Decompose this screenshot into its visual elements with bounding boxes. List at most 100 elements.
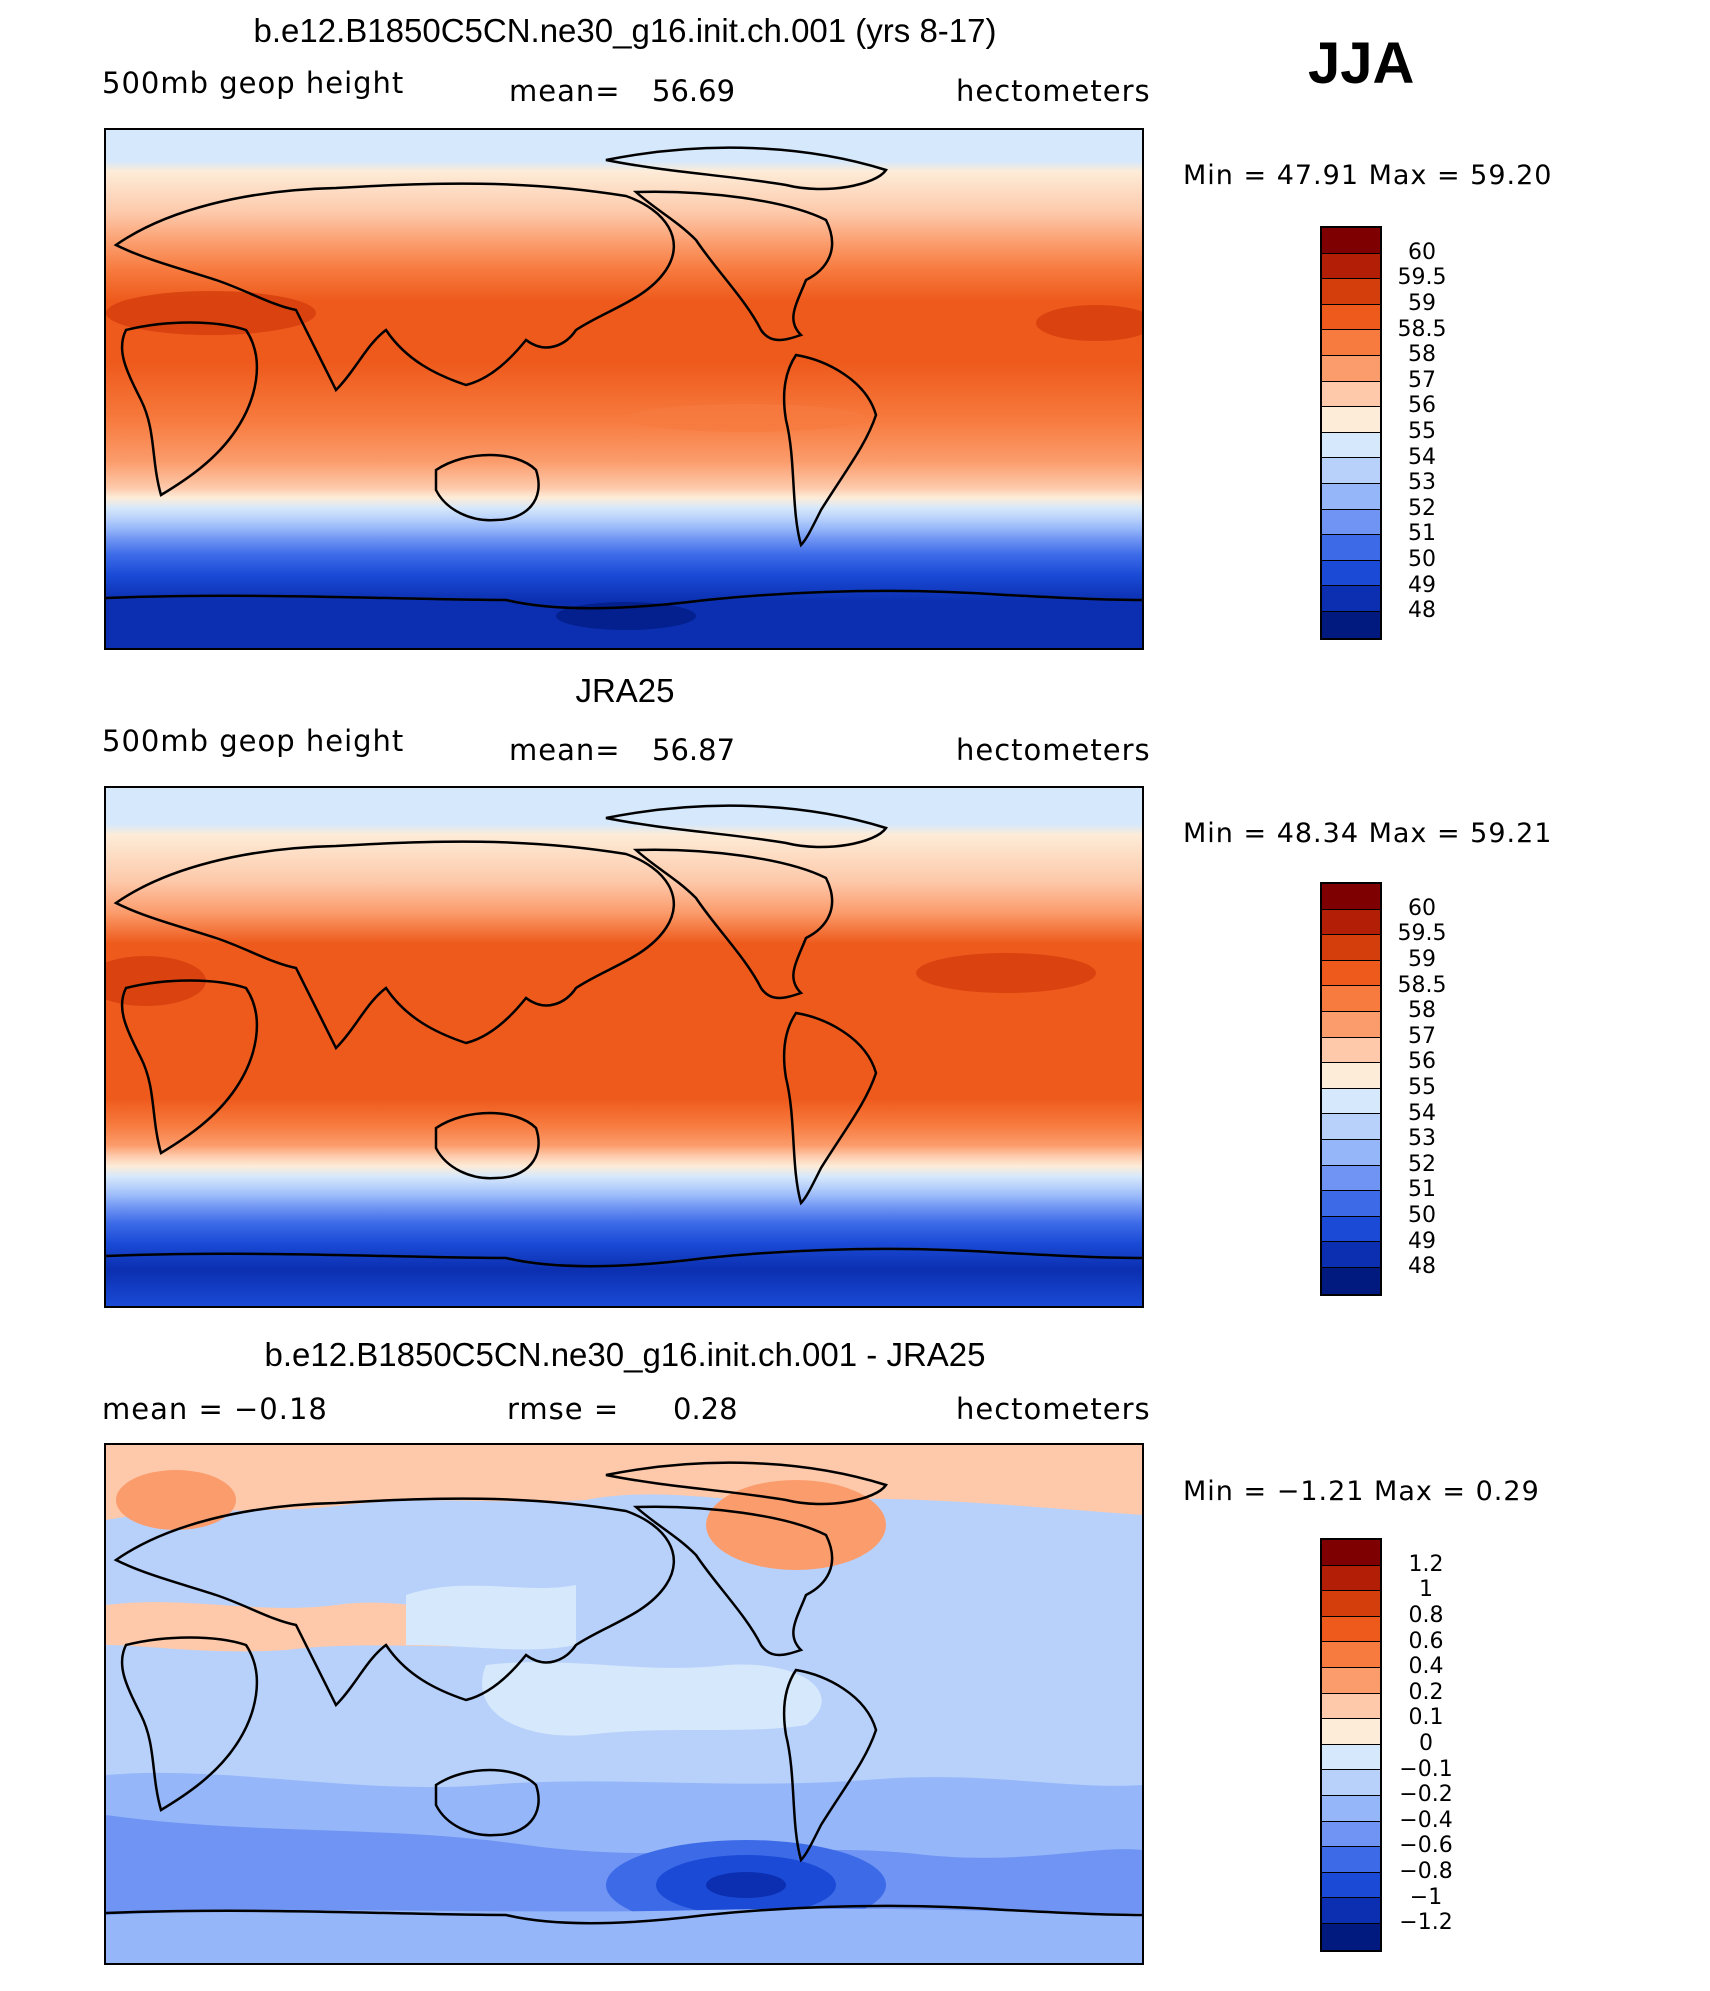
panel-3-colorbar-label: −0.4	[1399, 1808, 1453, 1833]
panel-3-colorbar-label: −0.8	[1399, 1859, 1453, 1884]
panel-3-colorbar-label: 0	[1419, 1731, 1433, 1756]
panel-2-colorbar-box	[1322, 1165, 1380, 1192]
panel-1-colorbar-box	[1322, 228, 1380, 254]
panel-3-colorbar-box	[1322, 1795, 1380, 1822]
panel-2-colorbar-label: 52	[1408, 1152, 1436, 1177]
panel-3-title: b.e12.B1850C5CN.ne30_g16.init.ch.001 - J…	[264, 1336, 986, 1373]
panel-1-mean-label: mean=	[509, 74, 621, 108]
panel-1-colorbar-label: 51	[1408, 521, 1436, 546]
panel-2-colorbar-label: 48	[1408, 1254, 1436, 1279]
panel-1-colorbar-label: 58	[1408, 342, 1436, 367]
panel-2-colorbar-label: 57	[1408, 1024, 1436, 1049]
panel-2-mean-label: mean=	[509, 733, 621, 767]
panel-3-colorbar-box	[1322, 1719, 1380, 1745]
panel-1-colorbar-box	[1322, 407, 1380, 433]
panel-1-colorbar-box	[1322, 355, 1380, 382]
panel-1-colorbar-label: 59.5	[1397, 265, 1447, 290]
panel-3-colorbar-box	[1322, 1642, 1380, 1668]
panel-3-colorbar-box	[1322, 1667, 1380, 1694]
panel-1-colorbar-box	[1322, 432, 1380, 459]
panel-3-colorbar-label: −1.2	[1399, 1910, 1453, 1935]
panel-2-variable-label: 500mb geop height	[102, 724, 405, 758]
panel-1-units: hectometers	[956, 74, 1151, 108]
panel-1-colorbar-label: 60	[1408, 240, 1436, 265]
panel-3-map-field	[106, 1445, 1142, 1963]
panel-3-colorbar	[1320, 1538, 1382, 1952]
panel-2-colorbar-label: 53	[1408, 1126, 1436, 1151]
panel-3-colorbar-box	[1322, 1591, 1380, 1617]
panel-3-colorbar-label: −0.2	[1399, 1782, 1453, 1807]
panel-1-map	[104, 128, 1144, 650]
panel-2-minmax: Min = 48.34 Max = 59.21	[1183, 818, 1553, 849]
panel-1-colorbar-label: 48	[1408, 598, 1436, 623]
panel-2-units: hectometers	[956, 733, 1151, 767]
panel-3-colorbar-box	[1322, 1821, 1380, 1848]
panel-3-colorbar-box	[1322, 1770, 1380, 1796]
panel-3-colorbar-label: −0.6	[1399, 1833, 1453, 1858]
panel-2-colorbar-box	[1322, 1267, 1380, 1294]
panel-2-colorbar-label: 59.5	[1397, 921, 1447, 946]
panel-3-colorbar-label: 1	[1419, 1577, 1433, 1602]
panel-2-colorbar-label: 50	[1408, 1203, 1436, 1228]
panel-2-colorbar-box	[1322, 1011, 1380, 1038]
panel-2-colorbar-box	[1322, 986, 1380, 1012]
panel-1-colorbar-label: 56	[1408, 393, 1436, 418]
panel-3-colorbar-box	[1322, 1616, 1380, 1643]
panel-1-colorbar-label: 49	[1408, 573, 1436, 598]
panel-3-map	[104, 1443, 1144, 1965]
panel-1-colorbar	[1320, 226, 1382, 640]
panel-1-colorbar-box	[1322, 458, 1380, 484]
panel-3-colorbar-label: 0.1	[1408, 1705, 1444, 1730]
panel-3-colorbar-label: −1	[1409, 1885, 1443, 1910]
panel-1-colorbar-box	[1322, 330, 1380, 356]
panel-1-colorbar-box	[1322, 611, 1380, 638]
panel-3-rmse-label: rmse =	[507, 1392, 620, 1426]
panel-1-minmax: Min = 47.91 Max = 59.20	[1183, 160, 1553, 191]
panel-2-colorbar-box	[1322, 909, 1380, 936]
panel-1-colorbar-box	[1322, 253, 1380, 280]
panel-3-colorbar-box	[1322, 1923, 1380, 1950]
panel-1-colorbar-box	[1322, 509, 1380, 536]
panel-1-colorbar-box	[1322, 279, 1380, 305]
panel-2-colorbar-label: 58	[1408, 998, 1436, 1023]
panel-3-rmse-value: 0.28	[673, 1392, 738, 1426]
season-label: JJA	[1308, 31, 1415, 96]
panel-3-colorbar-label: 0.4	[1408, 1654, 1444, 1679]
panel-2-colorbar-label: 54	[1408, 1101, 1436, 1126]
panel-2-colorbar-box	[1322, 1088, 1380, 1115]
panel-2-colorbar	[1320, 882, 1382, 1296]
panel-1-map-field	[106, 130, 1142, 648]
panel-2-colorbar-box	[1322, 1242, 1380, 1268]
panel-1-title: b.e12.B1850C5CN.ne30_g16.init.ch.001 (yr…	[253, 12, 997, 49]
panel-1-colorbar-label: 53	[1408, 470, 1436, 495]
panel-3-units: hectometers	[956, 1392, 1151, 1426]
panel-1-colorbar-box	[1322, 535, 1380, 561]
panel-2-colorbar-box	[1322, 884, 1380, 910]
panel-1-colorbar-box	[1322, 483, 1380, 510]
panel-3-colorbar-label: 0.8	[1408, 1603, 1444, 1628]
panel-1-colorbar-box	[1322, 304, 1380, 331]
panel-2-colorbar-label: 58.5	[1397, 973, 1447, 998]
panel-2-colorbar-label: 59	[1408, 947, 1436, 972]
panel-2-colorbar-box	[1322, 960, 1380, 987]
panel-2-colorbar-box	[1322, 1063, 1380, 1089]
panel-2-colorbar-box	[1322, 1216, 1380, 1243]
panel-1-colorbar-label: 52	[1408, 496, 1436, 521]
panel-3-colorbar-box	[1322, 1744, 1380, 1771]
panel-1-mean-value: 56.69	[652, 74, 736, 108]
panel-2-colorbar-box	[1322, 1139, 1380, 1166]
panel-2-colorbar-label: 55	[1408, 1075, 1436, 1100]
panel-2-colorbar-box	[1322, 1037, 1380, 1064]
panel-1-colorbar-box	[1322, 381, 1380, 408]
panel-3-colorbar-box	[1322, 1847, 1380, 1873]
panel-3-colorbar-label: 0.6	[1408, 1629, 1444, 1654]
panel-1-colorbar-label: 50	[1408, 547, 1436, 572]
panel-2-mean-value: 56.87	[652, 733, 736, 767]
panel-2-colorbar-label: 60	[1408, 896, 1436, 921]
panel-3-minmax: Min = −1.21 Max = 0.29	[1183, 1476, 1540, 1507]
panel-2-colorbar-label: 56	[1408, 1049, 1436, 1074]
panel-2-map-field	[106, 788, 1142, 1306]
panel-1-colorbar-label: 59	[1408, 291, 1436, 316]
panel-3-colorbar-label: −0.1	[1399, 1757, 1453, 1782]
panel-2-colorbar-box	[1322, 935, 1380, 961]
